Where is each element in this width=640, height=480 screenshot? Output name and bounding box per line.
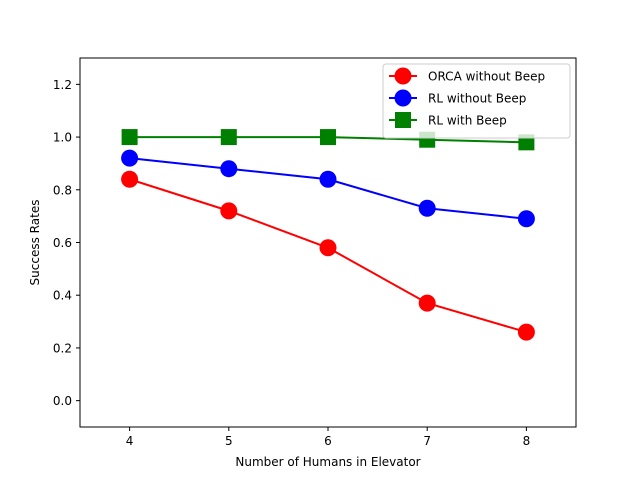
- legend: ORCA without Beep RL without Beep RL with …: [382, 63, 571, 139]
- data-point-marker: [418, 294, 436, 312]
- data-point-marker: [121, 129, 138, 146]
- x-tick-label: 7: [423, 434, 431, 448]
- data-point-marker: [220, 160, 238, 178]
- data-point-marker: [319, 239, 337, 257]
- legend-box: [382, 63, 571, 139]
- legend-swatch-marker: [394, 89, 412, 107]
- x-tick-label: 6: [324, 434, 332, 448]
- legend-label: ORCA without Beep: [428, 70, 545, 84]
- x-tick-label: 8: [523, 434, 531, 448]
- y-tick-label: 0.8: [53, 183, 72, 197]
- legend-swatch-marker: [395, 112, 411, 128]
- x-tick-label: 4: [126, 434, 134, 448]
- y-tick-label: 1.0: [53, 131, 72, 145]
- data-point-marker: [517, 210, 535, 228]
- series-layer: [121, 129, 535, 341]
- x-tick-label: 5: [225, 434, 233, 448]
- y-axis-label: Success Rates: [28, 200, 42, 286]
- data-point-marker: [121, 170, 139, 188]
- data-point-marker: [220, 202, 238, 220]
- data-point-marker: [320, 129, 336, 146]
- legend-label: RL with Beep: [428, 114, 507, 128]
- data-point-marker: [220, 129, 237, 146]
- data-point-marker: [319, 170, 337, 188]
- y-tick-label: 1.2: [53, 78, 72, 92]
- x-axis-label: Number of Humans in Elevator: [235, 455, 420, 469]
- data-point-marker: [121, 149, 139, 167]
- data-point-marker: [517, 323, 535, 341]
- y-axis-ticks: 0.0 0.2 0.4 0.6 0.8 1.0 1.2: [53, 78, 80, 408]
- y-tick-label: 0.2: [53, 341, 72, 355]
- x-axis-ticks: 4 5 6 7 8: [126, 427, 530, 448]
- legend-swatch-marker: [394, 67, 412, 85]
- y-tick-label: 0.4: [53, 289, 72, 303]
- legend-label: RL without Beep: [428, 92, 526, 106]
- data-point-marker: [418, 199, 436, 217]
- y-tick-label: 0.6: [53, 236, 72, 250]
- y-tick-label: 0.0: [53, 394, 72, 408]
